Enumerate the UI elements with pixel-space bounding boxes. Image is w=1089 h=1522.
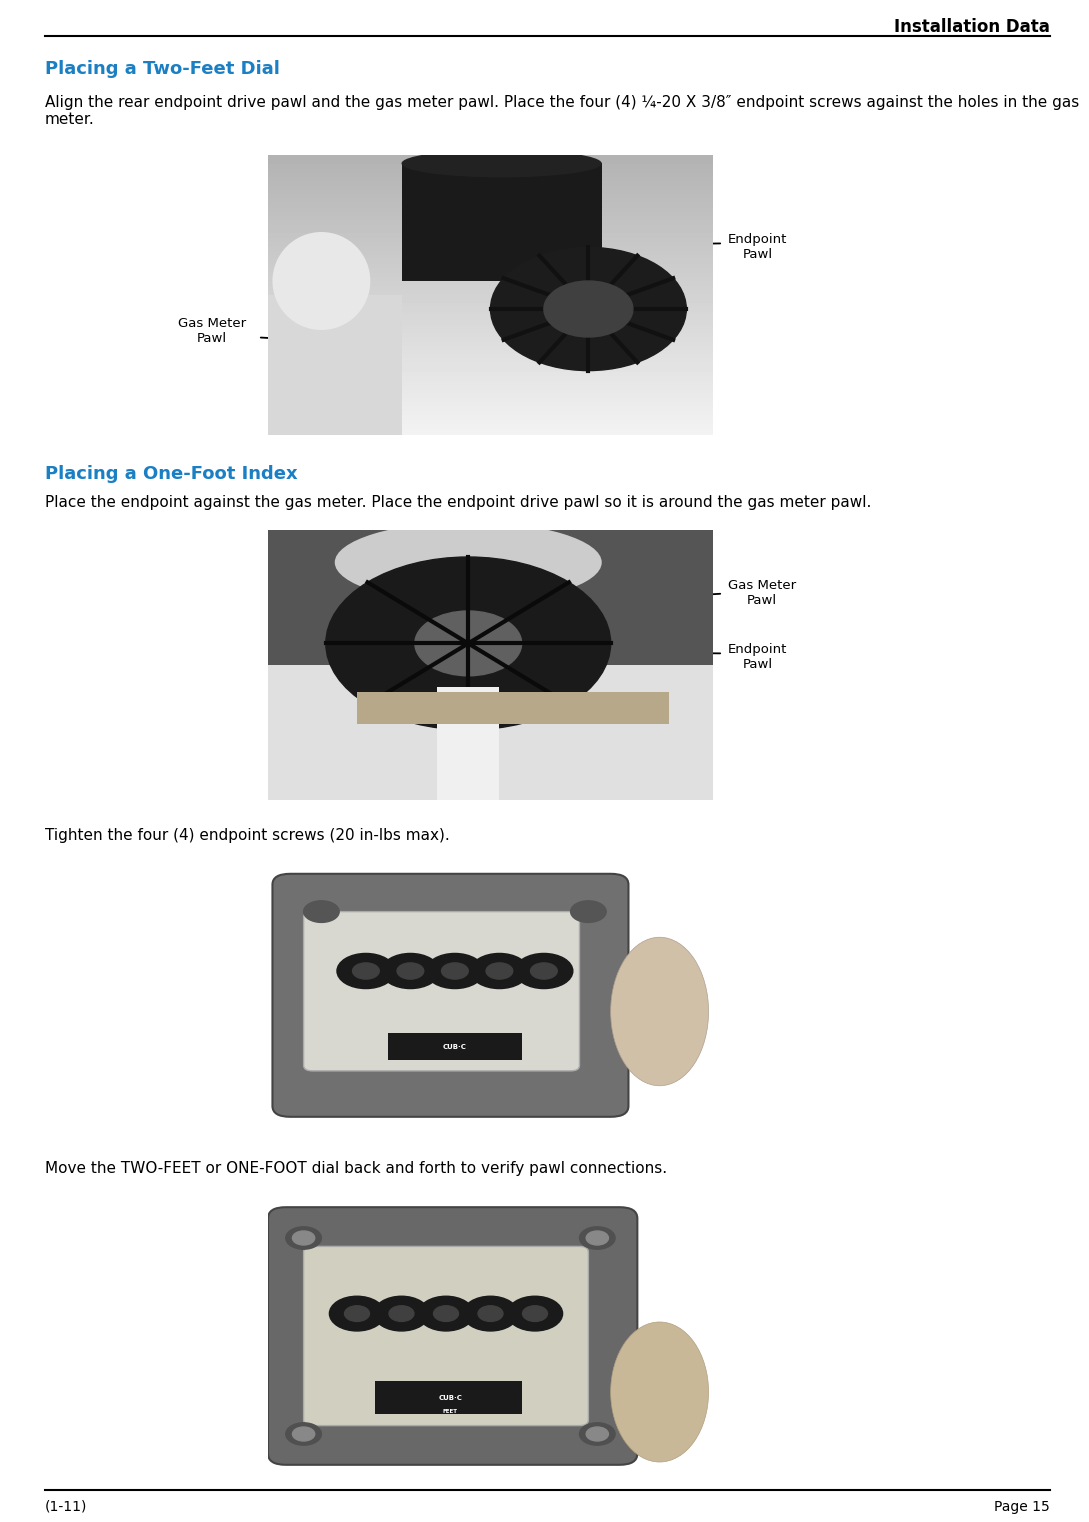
Circle shape — [329, 1297, 384, 1330]
Text: Place the endpoint against the gas meter. Place the endpoint drive pawl so it is: Place the endpoint against the gas meter… — [45, 495, 871, 510]
Circle shape — [426, 953, 484, 989]
Text: CUB·C: CUB·C — [443, 1044, 467, 1050]
Text: Align the rear endpoint drive pawl and the gas meter pawl. Place the four (4) ¼-: Align the rear endpoint drive pawl and t… — [45, 94, 1079, 128]
Circle shape — [571, 901, 607, 922]
Circle shape — [486, 963, 513, 979]
Bar — [268, 530, 713, 665]
Circle shape — [470, 953, 528, 989]
Ellipse shape — [334, 522, 602, 603]
Text: Endpoint
Pawl: Endpoint Pawl — [729, 644, 787, 671]
Text: FEET: FEET — [443, 1409, 458, 1414]
Ellipse shape — [272, 231, 370, 330]
Circle shape — [433, 1306, 458, 1321]
Text: Move the TWO-FEET or ONE-FOOT dial back and forth to verify pawl connections.: Move the TWO-FEET or ONE-FOOT dial back … — [45, 1161, 668, 1177]
Bar — [375, 1380, 522, 1414]
FancyBboxPatch shape — [304, 912, 579, 1071]
Circle shape — [523, 1306, 548, 1321]
Text: Gas Meter
Pawl: Gas Meter Pawl — [178, 318, 246, 345]
Text: CUB·C: CUB·C — [439, 1394, 463, 1400]
Circle shape — [353, 963, 379, 979]
Circle shape — [441, 963, 468, 979]
Bar — [357, 693, 669, 724]
Text: Placing a One-Foot Index: Placing a One-Foot Index — [45, 466, 297, 482]
Circle shape — [586, 1428, 609, 1441]
Text: Endpoint
Pawl: Endpoint Pawl — [729, 233, 787, 262]
Circle shape — [285, 1423, 321, 1446]
FancyBboxPatch shape — [268, 1207, 637, 1464]
FancyBboxPatch shape — [272, 874, 628, 1117]
Bar — [268, 295, 402, 435]
Circle shape — [507, 1297, 563, 1330]
Circle shape — [586, 1231, 609, 1245]
Text: Placing a Two-Feet Dial: Placing a Two-Feet Dial — [45, 59, 280, 78]
Circle shape — [530, 963, 558, 979]
Circle shape — [515, 953, 573, 989]
Circle shape — [293, 1231, 315, 1245]
Bar — [437, 686, 500, 801]
Circle shape — [326, 557, 611, 731]
Ellipse shape — [402, 149, 602, 178]
Circle shape — [285, 1227, 321, 1250]
Ellipse shape — [611, 1323, 709, 1463]
Circle shape — [415, 610, 522, 676]
Text: Page 15: Page 15 — [994, 1501, 1050, 1514]
Text: Gas Meter
Pawl: Gas Meter Pawl — [729, 578, 796, 607]
Bar — [268, 665, 713, 801]
Circle shape — [543, 282, 633, 336]
Circle shape — [293, 1428, 315, 1441]
Circle shape — [579, 1227, 615, 1250]
Text: Installation Data: Installation Data — [894, 18, 1050, 37]
Text: Tighten the four (4) endpoint screws (20 in-lbs max).: Tighten the four (4) endpoint screws (20… — [45, 828, 450, 843]
Circle shape — [397, 963, 424, 979]
Circle shape — [374, 1297, 429, 1330]
Circle shape — [337, 953, 395, 989]
Circle shape — [418, 1297, 474, 1330]
Circle shape — [478, 1306, 503, 1321]
Circle shape — [344, 1306, 369, 1321]
Ellipse shape — [611, 938, 709, 1085]
Circle shape — [490, 248, 686, 370]
Bar — [388, 1033, 522, 1061]
Circle shape — [304, 901, 339, 922]
Text: (1-11): (1-11) — [45, 1501, 87, 1514]
Bar — [402, 163, 602, 282]
Circle shape — [389, 1306, 414, 1321]
FancyBboxPatch shape — [304, 1247, 588, 1426]
Circle shape — [381, 953, 439, 989]
Circle shape — [579, 1423, 615, 1446]
Circle shape — [463, 1297, 518, 1330]
